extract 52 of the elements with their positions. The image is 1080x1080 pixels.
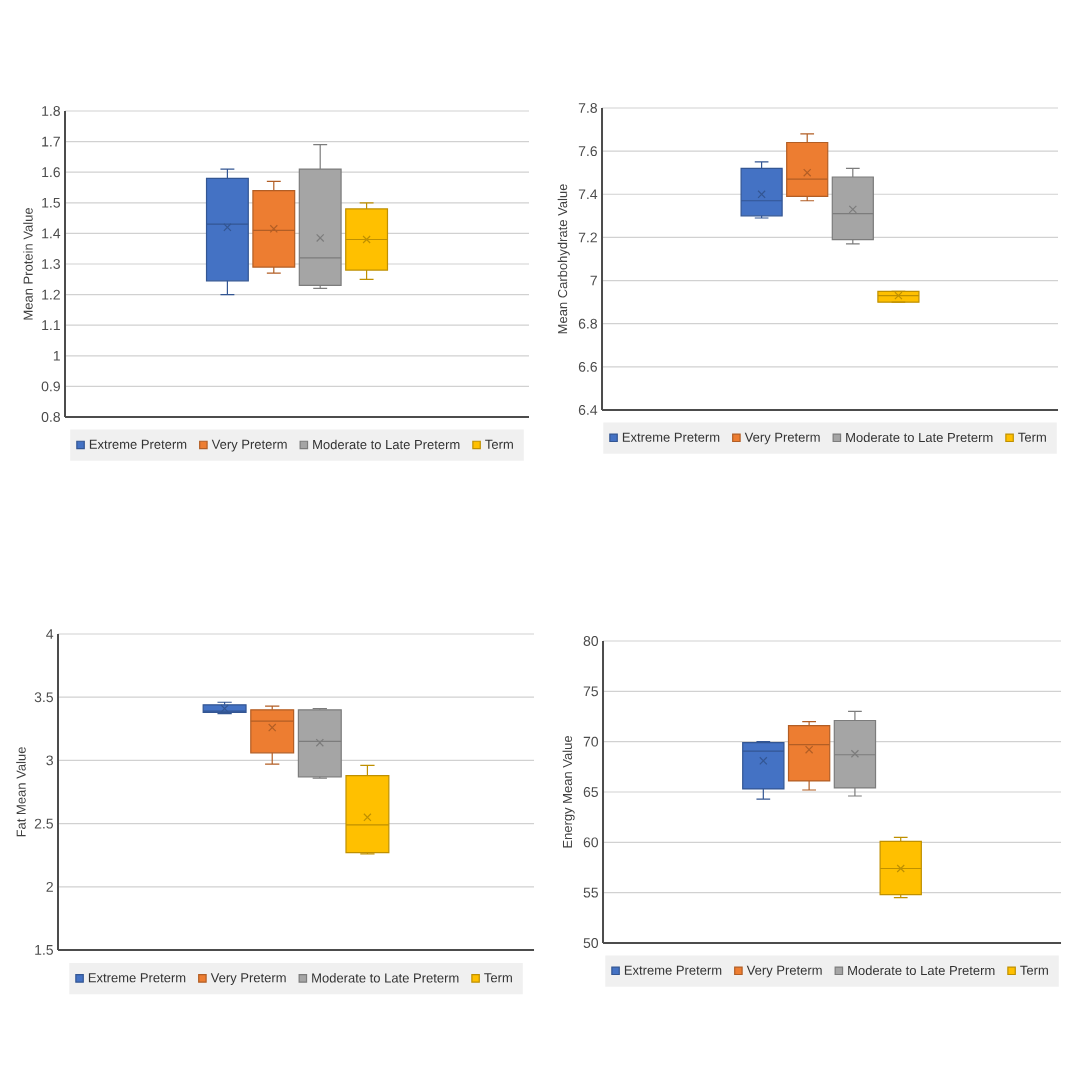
legend-label: Moderate to Late Preterm [313,439,460,450]
y-tick-label: 7.6 [578,146,597,157]
y-tick-label: 7.8 [578,103,598,113]
y-tick-label: 1.2 [42,289,60,300]
y-tick-label: 1.5 [35,945,53,955]
y-tick-label: 75 [583,686,598,697]
legend-label: Very Preterm [210,973,286,985]
y-tick-label: 1.7 [42,136,60,147]
y-tick-label: 2 [46,881,53,892]
y-tick-label: 65 [583,787,598,797]
legend-label: Moderate to Late Preterm [848,965,995,976]
legend-label: Term [485,439,513,449]
y-tick-label: 7.4 [578,189,598,200]
legend-label: Extreme Preterm [624,965,722,975]
y-axis-title: Mean Protein Value [23,207,33,320]
y-tick-label: 6.4 [578,405,598,415]
y-tick-label: 3.5 [34,692,53,703]
y-tick-label: 60 [583,837,599,848]
y-tick-label: 2.5 [34,818,53,829]
y-tick-label: 1.3 [42,259,60,269]
y-tick-label: 3 [46,755,53,766]
legend-label: Extreme Preterm [88,973,186,983]
legend-label: Very Preterm [211,439,287,452]
y-tick-label: 4 [46,629,54,639]
y-tick-label: 1.4 [42,228,61,239]
y-tick-label: 70 [583,736,599,747]
y-tick-label: 50 [583,938,599,948]
legend-label: Very Preterm [746,965,822,978]
y-tick-label: 1.5 [42,197,60,208]
y-tick-label: 1.6 [42,167,60,178]
y-tick-label: 1 [53,350,60,361]
y-tick-label: 6.8 [578,318,598,329]
legend-label: Term [484,973,512,983]
y-tick-label: 6.6 [578,361,597,372]
legend-label: Moderate to Late Preterm [846,432,993,443]
legend-label: Very Preterm [744,432,820,445]
y-tick-label: 7.2 [578,232,597,243]
y-axis-title: Mean Carbohydrate Value [557,184,570,334]
y-tick-label: 80 [583,636,599,646]
y-axis-title: Energy Mean Value [562,735,575,848]
y-tick-label: 1.1 [42,320,60,330]
y-axis-title: Fat Mean Value [16,747,26,837]
legend-label: Term [1020,965,1048,975]
y-tick-label: 55 [583,887,598,898]
y-tick-label: 0.9 [41,381,60,392]
y-tick-label: 1.8 [42,106,60,116]
y-tick-label: 7 [590,275,597,286]
legend-label: Extreme Preterm [622,432,720,442]
legend-label: Term [1018,432,1046,442]
y-tick-label: 0.8 [41,412,60,422]
legend-label: Moderate to Late Preterm [312,973,459,983]
legend-label: Extreme Preterm [89,439,187,449]
